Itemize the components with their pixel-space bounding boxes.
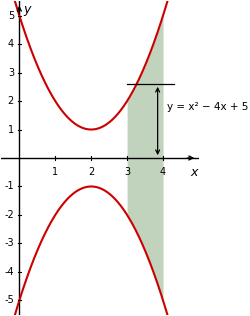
Text: -5: -5 [4, 295, 14, 305]
Text: -2: -2 [4, 210, 14, 220]
Text: -4: -4 [4, 267, 14, 277]
Text: 1: 1 [52, 167, 58, 177]
Text: -3: -3 [4, 239, 14, 248]
Text: 4: 4 [160, 167, 166, 177]
Text: 5: 5 [8, 11, 14, 21]
Text: 1: 1 [8, 125, 14, 135]
Text: 4: 4 [8, 39, 14, 49]
Text: y = x² − 4x + 5: y = x² − 4x + 5 [166, 102, 248, 112]
Text: 3: 3 [8, 68, 14, 77]
Text: x: x [190, 166, 197, 179]
Text: 2: 2 [8, 96, 14, 106]
Text: 2: 2 [88, 167, 94, 177]
Text: -1: -1 [4, 181, 14, 191]
Text: y: y [23, 3, 30, 16]
Text: 3: 3 [124, 167, 130, 177]
